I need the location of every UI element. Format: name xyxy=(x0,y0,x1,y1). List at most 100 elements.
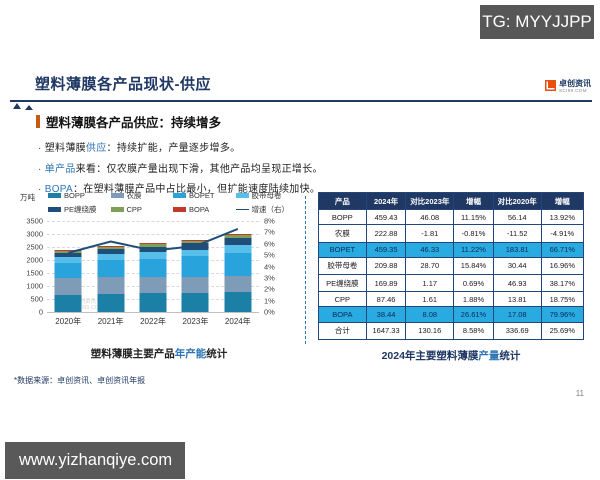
plot-row: 3500 3000 2500 2000 1500 1000 500 0 卓创资讯 SCI99.… xyxy=(20,217,298,317)
bullet-text: 供应 xyxy=(85,143,107,154)
y-axis-right: 8% 7% 6% 5% 4% 3% 2% 1% 0% xyxy=(259,217,283,317)
axis-tick-label: 1% xyxy=(264,296,275,306)
logo-subtext: SCI99.COM xyxy=(559,87,587,93)
legend-label: 增速（右） xyxy=(251,205,290,214)
table-cell: 30.44 xyxy=(492,256,542,275)
logo-mark-icon xyxy=(545,80,556,91)
table-cell: 66.71% xyxy=(540,241,585,258)
legend-item: 农膜 xyxy=(110,190,174,201)
table-cell: 38.17% xyxy=(540,273,585,293)
table-cell: 17.08 xyxy=(492,306,542,323)
bullet-text: 塑料薄膜 xyxy=(44,143,86,154)
table-header-cell: 产品 xyxy=(318,191,367,211)
table-cell: 13.81 xyxy=(492,291,542,308)
growth-line xyxy=(47,221,259,312)
axis-tick-label: 1000 xyxy=(26,281,43,291)
bullet-item: 单产品来看：仅农膜产量出现下滑，其他产品均呈现正增长。 xyxy=(38,160,568,175)
bar-segment xyxy=(139,276,167,294)
table-cell: BOPA xyxy=(318,306,367,323)
table-row: CPP 87.46 1.61 1.88% 13.81 18.75% xyxy=(318,291,585,308)
y-axis-left: 3500 3000 2500 2000 1500 1000 500 0 xyxy=(20,217,47,317)
table-cell: PE缠绕膜 xyxy=(318,273,367,293)
gridline xyxy=(47,221,259,222)
page-number: 11 xyxy=(575,389,584,398)
website-badge: www.yizhanqiye.com xyxy=(5,442,185,479)
bar-segment xyxy=(224,276,252,292)
table-header-cell: 对比2023年 xyxy=(405,191,455,211)
bar-segment xyxy=(224,291,252,312)
stacked-bar xyxy=(97,246,125,312)
table-title-post: 统计 xyxy=(499,350,521,362)
bar-segment xyxy=(139,293,167,312)
bar-segment xyxy=(139,246,167,253)
bar-segment xyxy=(97,260,125,278)
legend-item: PE缠绕膜 xyxy=(48,204,111,215)
x-axis-label: 2021年 xyxy=(97,317,124,326)
chart-title: 塑料薄膜主要产品年产能统计 xyxy=(20,346,298,361)
table-cell: -4.91% xyxy=(540,224,585,243)
legend-item: BOPP xyxy=(48,190,111,201)
company-logo: 卓创资讯 SCI99.COM xyxy=(545,79,591,94)
table-cell: 1.88% xyxy=(453,291,494,308)
bar-segment xyxy=(97,249,125,255)
bar-segment xyxy=(54,262,82,279)
bar-segment xyxy=(224,245,252,253)
table-cell: 16.96% xyxy=(540,256,585,275)
axis-tick-label: 6% xyxy=(264,239,275,249)
bar-segment xyxy=(181,240,209,244)
accent-bar xyxy=(36,115,40,128)
chart-legend: BOPP 农膜 BOPET 胶带母卷 PE缠绕膜 CPP BOPA 增速（右） xyxy=(48,190,298,215)
axis-tick-label: 7% xyxy=(264,227,275,237)
table-cell: 459.35 xyxy=(365,241,407,258)
table-cell: 0.69% xyxy=(453,273,494,293)
triangle-decoration-icon xyxy=(13,103,21,109)
table-head: 产品 2024年 对比2023年 增幅 对比2020年 增幅 xyxy=(318,191,585,211)
legend-label: BOPP xyxy=(64,191,85,200)
legend-swatch-icon xyxy=(110,207,124,212)
section-header: 塑料薄膜各产品供应：持续增多 xyxy=(36,112,221,131)
table-cell: 11.15% xyxy=(453,209,494,226)
bar-segment xyxy=(97,246,125,248)
chart-title-highlight: 年产能 xyxy=(174,348,207,360)
table-row: BOPP 459.43 46.08 11.15% 56.14 13.92% xyxy=(318,209,585,226)
table-cell: 合计 xyxy=(318,321,367,340)
title-divider xyxy=(10,100,592,102)
bar-segment xyxy=(139,252,167,259)
axis-tick-label: 1500 xyxy=(26,268,43,278)
production-table: 产品 2024年 对比2023年 增幅 对比2020年 增幅 BOPP 459.43 46.0… xyxy=(318,191,585,340)
axis-tick-label: 3000 xyxy=(26,229,43,239)
table-body: BOPP 459.43 46.08 11.15% 56.14 13.92% 农膜 222.88… xyxy=(318,209,585,340)
table-cell: 38.44 xyxy=(365,306,407,323)
bar-segment xyxy=(139,244,167,247)
logo-name: 卓创资讯 xyxy=(559,79,591,88)
legend-item: 增速（右） xyxy=(235,204,299,215)
bullet-item: BOPA：在塑料薄膜产品中占比最小，但扩能速度陆续加快。 xyxy=(38,180,568,195)
bar-segment xyxy=(181,256,209,277)
chart-title-post: 统计 xyxy=(206,348,228,360)
x-axis-label: 2022年 xyxy=(140,317,166,326)
table-cell: 农膜 xyxy=(318,224,367,243)
bar-segment xyxy=(139,243,167,245)
stacked-bar xyxy=(54,250,82,312)
table-title-highlight: 产量 xyxy=(478,350,500,362)
bar-segment xyxy=(181,292,209,312)
bar-segment xyxy=(54,295,82,312)
table-cell: -11.52 xyxy=(492,224,542,243)
legend-line-swatch-icon xyxy=(235,209,249,210)
legend-swatch-icon xyxy=(48,193,61,198)
table-row: 胶带母卷 209.88 28.70 15.84% 30.44 16.96% xyxy=(318,256,585,275)
axis-tick-label: 0 xyxy=(38,307,43,317)
axis-tick-label: 2500 xyxy=(26,242,43,252)
bullet-text: 单产品 xyxy=(44,163,76,175)
bar-segment xyxy=(224,233,252,236)
x-axis: 2020年 2021年 2022年 2023年 2024年 xyxy=(47,316,259,327)
table-row: 农膜 222.88 -1.81 -0.81% -11.52 -4.91% xyxy=(318,224,585,243)
section-title: 塑料薄膜各产品供应：持续增多 xyxy=(46,116,222,130)
bar-segment xyxy=(181,249,209,257)
table-cell: 459.43 xyxy=(365,209,407,226)
table-header-cell: 对比2020年 xyxy=(492,191,542,211)
table-header-cell: 增幅 xyxy=(453,191,494,211)
legend-item: 胶带母卷 xyxy=(235,190,299,201)
legend-label: PE缠绕膜 xyxy=(64,205,97,214)
axis-tick-label: 8% xyxy=(264,216,275,226)
